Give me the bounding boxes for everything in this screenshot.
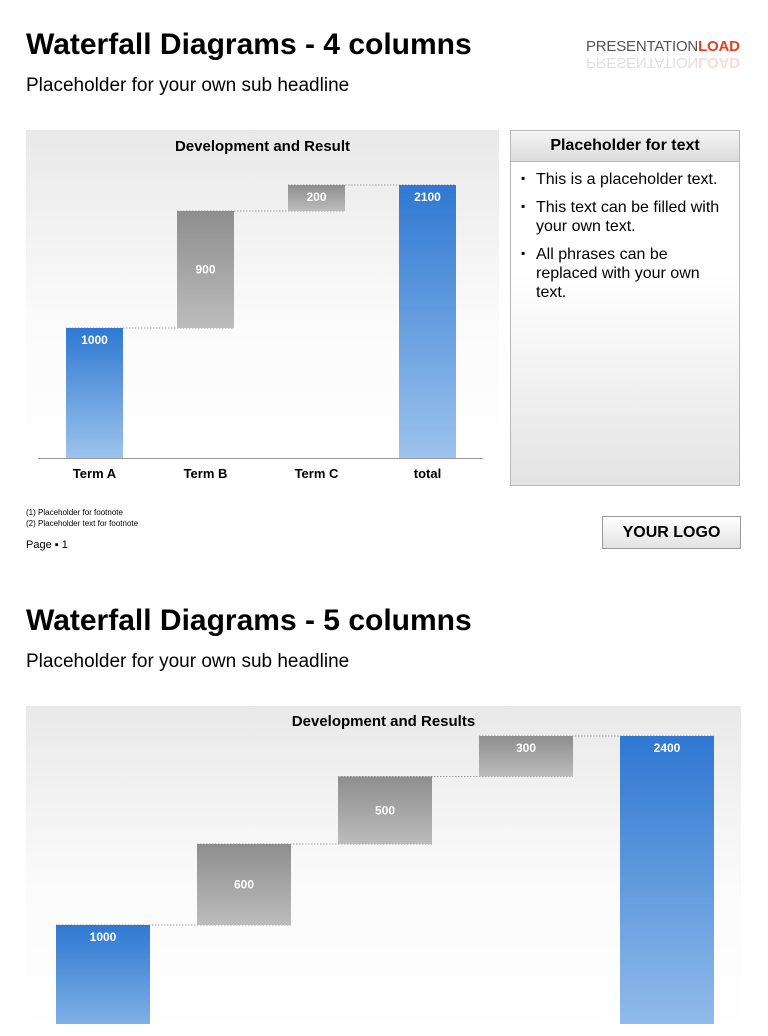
brand-logo: PRESENTATIONLOAD: [586, 38, 740, 55]
chart1-data-label: 900: [195, 263, 215, 277]
page-number: Page ▪ 1: [26, 539, 68, 551]
page-subtitle: Placeholder for your own sub headline: [26, 75, 350, 96]
page-subtitle-2: Placeholder for your own sub headline: [26, 651, 350, 672]
brand-logo-part2: LOAD: [698, 38, 740, 55]
chart2-bar: [479, 736, 573, 777]
bullet-icon: ▪: [521, 171, 526, 185]
chart1-bar: [399, 185, 456, 458]
text-placeholder-box: Placeholder for text ▪ This is a placehol…: [510, 130, 740, 486]
bullet-text: This text can be filled with your own te…: [536, 199, 720, 235]
bullet-list: ▪ This is a placeholder text. ▪ This text …: [511, 170, 739, 302]
chart1-bar: [66, 328, 123, 458]
chart-title-2: Development and Results: [291, 713, 476, 730]
footnote-2: (2) Placeholder text for footnote: [26, 519, 139, 528]
bullet-item: ▪ This is a placeholder text.: [521, 170, 729, 189]
bullet-icon: ▪: [521, 199, 526, 213]
chart1-data-label: 200: [306, 190, 326, 204]
chart1-data-label: 2100: [414, 190, 441, 204]
bullet-item: ▪ This text can be filled with your own t…: [521, 198, 729, 236]
page-title: Waterfall Diagrams - 4 columns: [26, 28, 472, 61]
chart1-category-label: total: [414, 466, 441, 481]
chart1-bar: [177, 211, 234, 328]
bullet-icon: ▪: [521, 246, 526, 260]
your-logo-placeholder: YOUR LOGO: [602, 516, 741, 549]
waterfall-chart-1: 1000 Term A 900 Term B 200 Term C 2100 total: [38, 184, 483, 481]
chart2-data-label: 500: [375, 803, 395, 817]
chart1-category-label: Term C: [295, 466, 339, 481]
chart2-data-label: 2400: [654, 741, 681, 755]
chart1-data-label: 1000: [81, 333, 108, 347]
chart1-category-label: Term A: [73, 466, 117, 481]
chart2-bar: [56, 925, 150, 1024]
chart1-bar: [288, 185, 345, 211]
chart2-data-label: 1000: [90, 930, 117, 944]
brand-logo-part1: PRESENTATION: [586, 38, 699, 55]
chart2-bar: [197, 844, 291, 925]
chart2-bar: [620, 736, 714, 1024]
bullet-item: ▪ All phrases can be replaced with your o…: [521, 245, 729, 302]
footnote-1: (1) Placeholder for footnote: [26, 508, 123, 517]
chart2-data-label: 300: [516, 741, 536, 755]
page-title-2: Waterfall Diagrams - 5 columns: [26, 604, 472, 637]
bullet-text: This is a placeholder text.: [536, 171, 718, 188]
chart2-bar: [338, 776, 432, 844]
bullet-text: All phrases can be replaced with your ow…: [536, 246, 700, 301]
chart1-category-label: Term B: [184, 466, 228, 481]
textbox-heading: Placeholder for text: [511, 131, 739, 162]
chart-title-1: Development and Result: [174, 138, 351, 155]
chart2-data-label: 600: [234, 878, 254, 892]
